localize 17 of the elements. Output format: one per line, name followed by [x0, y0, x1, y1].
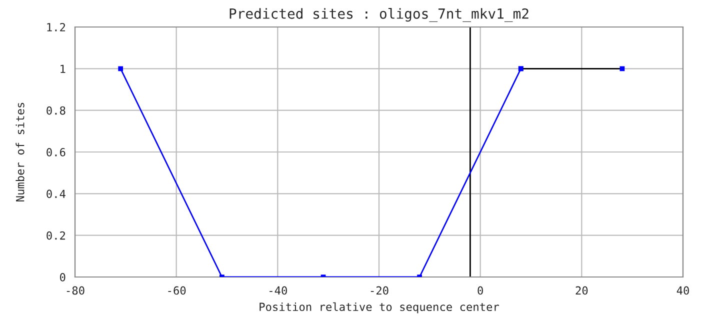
x-axis-title: Position relative to sequence center: [260, 302, 499, 314]
y-tick-label: 0.6: [46, 148, 66, 156]
x-tick-label: 40: [676, 286, 689, 295]
y-tick-label: 1.2: [47, 23, 66, 32]
x-tick-label: 0: [478, 286, 483, 295]
y-tick-label: 0.2: [46, 231, 66, 240]
x-tick-label: -40: [270, 286, 287, 295]
y-tick-label: 0: [60, 273, 66, 282]
y-axis-title: Number of sites: [16, 102, 24, 202]
y-tick-label: 0.8: [46, 106, 66, 115]
x-tick-label: 20: [576, 286, 588, 295]
chart-title: Predicted sites : oligos_7nt_mkv1_m2: [230, 8, 528, 22]
x-tick-label: -80: [66, 286, 84, 295]
y-tick-label: 0.4: [46, 190, 66, 198]
x-tick-label: -60: [168, 286, 186, 295]
x-tick-label: -20: [370, 286, 388, 295]
y-tick-label: 1: [60, 64, 66, 73]
